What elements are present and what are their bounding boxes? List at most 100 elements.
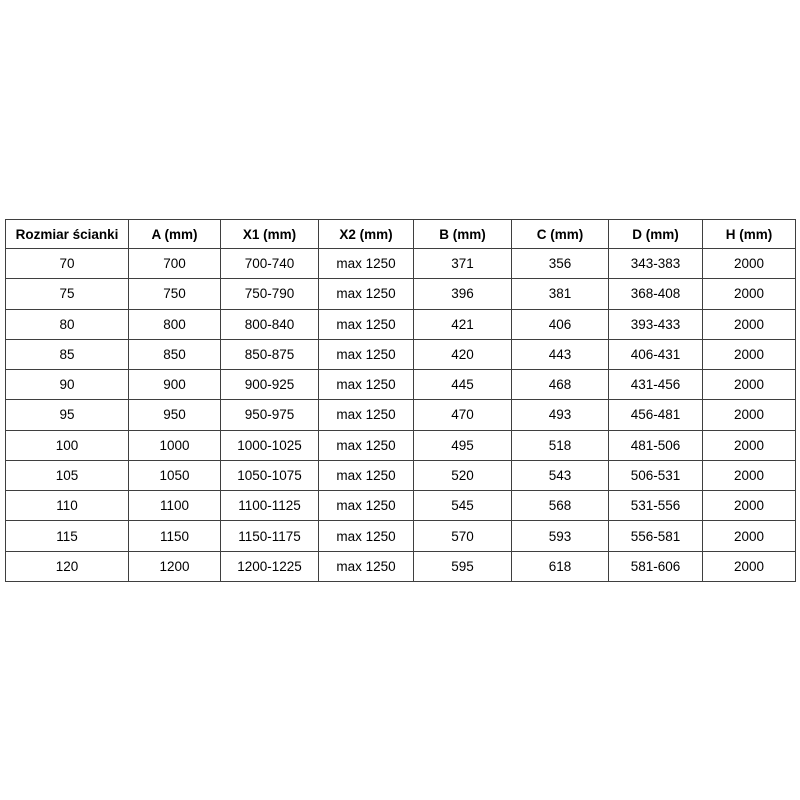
table-cell: 70 [5,247,129,280]
table-row: 95 950 950-975 max 1250 470 493 456-481 2000 [5,399,796,431]
table-cell: 1100-1125 [220,490,319,522]
table-cell: 750-790 [220,278,319,310]
table-cell: 445 [413,369,512,401]
column-header: X1 (mm) [220,219,319,249]
table-header: Rozmiar ścianki A (mm) X1 (mm) X2 (mm) B (mm… [5,219,796,249]
column-header: B (mm) [413,219,512,249]
table-cell: 570 [413,520,512,552]
column-header: Rozmiar ścianki [5,219,129,249]
table-cell: 520 [413,459,512,492]
table-cell: 1000-1025 [220,429,319,461]
column-header: A (mm) [128,219,221,249]
table-cell: 110 [5,490,129,522]
table-header-row: Rozmiar ścianki A (mm) X1 (mm) X2 (mm) B (mm… [5,219,796,249]
table-body: 70 700 700-740 max 1250 371 356 343-383 2000 75 7… [5,247,796,583]
table-cell: 371 [413,247,512,280]
table-row: 80 800 800-840 max 1250 421 406 393-433 2000 [5,308,796,340]
table-cell: 950-975 [220,399,319,431]
column-header: C (mm) [511,219,609,249]
table-cell: 593 [511,520,609,552]
table-cell: 100 [5,429,129,461]
table-cell: 1200-1225 [220,550,319,583]
column-header: X2 (mm) [318,219,414,249]
table-row: 105 1050 1050-1075 max 1250 520 543 506-531 200… [5,459,796,492]
table-cell: 75 [5,278,129,310]
table-cell: 456-481 [608,399,703,431]
table-cell: 115 [5,520,129,552]
table-cell: 85 [5,338,129,371]
table-cell: 1100 [128,490,221,522]
table-cell: 105 [5,459,129,492]
table-cell: 545 [413,490,512,522]
table-cell: 900 [128,369,221,401]
table-cell: 556-581 [608,520,703,552]
table-cell: 1050-1075 [220,459,319,492]
table-cell: 443 [511,338,609,371]
table-cell: max 1250 [318,550,414,583]
table-cell: 421 [413,308,512,340]
wall-size-spec-table: Rozmiar ścianki A (mm) X1 (mm) X2 (mm) B (mm… [5,219,796,583]
table-cell: 90 [5,369,129,401]
table-row: 110 1100 1100-1125 max 1250 545 568 531-556 200… [5,490,796,522]
table-row: 115 1150 1150-1175 max 1250 570 593 556-581 200… [5,520,796,552]
table-cell: 700 [128,247,221,280]
table-cell: 406 [511,308,609,340]
table-cell: 2000 [702,429,796,461]
table-cell: 800 [128,308,221,340]
table-cell: 2000 [702,490,796,522]
table-cell: 406-431 [608,338,703,371]
table-row: 90 900 900-925 max 1250 445 468 431-456 2000 [5,369,796,401]
table-cell: 396 [413,278,512,310]
table-cell: 900-925 [220,369,319,401]
table-cell: 356 [511,247,609,280]
table-cell: 2000 [702,308,796,340]
table-cell: max 1250 [318,490,414,522]
table-cell: 343-383 [608,247,703,280]
table-cell: 506-531 [608,459,703,492]
column-header: D (mm) [608,219,703,249]
table-row: 85 850 850-875 max 1250 420 443 406-431 2000 [5,338,796,371]
table-cell: 468 [511,369,609,401]
table-cell: 493 [511,399,609,431]
table-cell: 1200 [128,550,221,583]
table-row: 120 1200 1200-1225 max 1250 595 618 581-606 200… [5,550,796,583]
table-cell: 1050 [128,459,221,492]
table-cell: 950 [128,399,221,431]
table-cell: max 1250 [318,278,414,310]
table-cell: max 1250 [318,399,414,431]
table-cell: 431-456 [608,369,703,401]
table-cell: max 1250 [318,459,414,492]
table-cell: 750 [128,278,221,310]
table-cell: 2000 [702,399,796,431]
table-cell: 595 [413,550,512,583]
table-row: 100 1000 1000-1025 max 1250 495 518 481-506 200… [5,429,796,461]
table-cell: 1150-1175 [220,520,319,552]
table-cell: 2000 [702,369,796,401]
table-cell: 2000 [702,247,796,280]
column-header: H (mm) [702,219,796,249]
table-cell: 470 [413,399,512,431]
table-cell: 850-875 [220,338,319,371]
table-cell: 120 [5,550,129,583]
table-cell: 368-408 [608,278,703,310]
table-cell: 393-433 [608,308,703,340]
table-cell: 420 [413,338,512,371]
table-row: 75 750 750-790 max 1250 396 381 368-408 2000 [5,278,796,310]
table-cell: 2000 [702,278,796,310]
table-cell: max 1250 [318,520,414,552]
table-row: 70 700 700-740 max 1250 371 356 343-383 2000 [5,247,796,280]
table-cell: max 1250 [318,369,414,401]
table-cell: max 1250 [318,338,414,371]
table-cell: 495 [413,429,512,461]
table-cell: 568 [511,490,609,522]
table-cell: max 1250 [318,429,414,461]
table-cell: 543 [511,459,609,492]
table-cell: 800-840 [220,308,319,340]
table-cell: 2000 [702,459,796,492]
table-cell: 700-740 [220,247,319,280]
table-cell: 531-556 [608,490,703,522]
table-cell: 2000 [702,550,796,583]
table-cell: max 1250 [318,247,414,280]
table-cell: 80 [5,308,129,340]
